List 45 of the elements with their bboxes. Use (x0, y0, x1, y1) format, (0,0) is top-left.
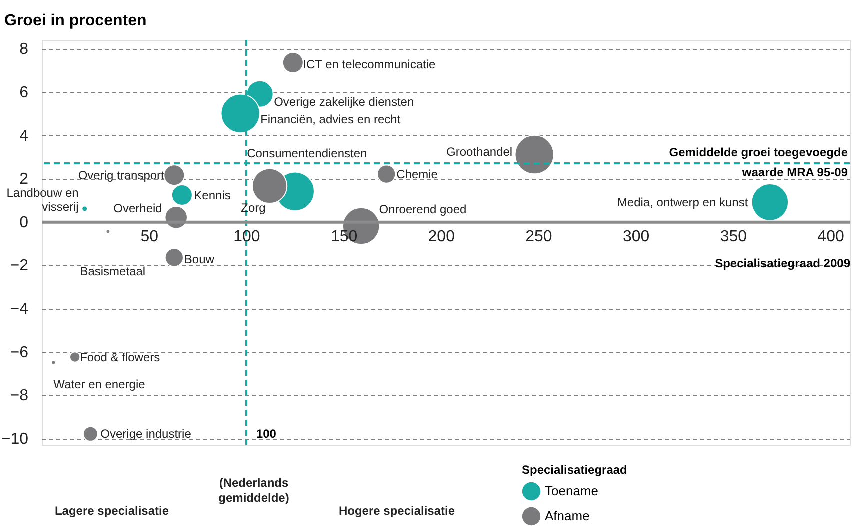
legend-label: Toename (545, 484, 598, 498)
annotation: Overige industrie (100, 427, 192, 442)
y-tick-label: −4 (10, 301, 29, 318)
x-tick-label: 400 (818, 228, 844, 246)
text: (Nederlands gemiddelde) (218, 476, 290, 505)
y-tick-label: −8 (10, 388, 29, 405)
y-tick-label: 6 (20, 84, 29, 102)
y-tick-label: −6 (10, 344, 29, 362)
annotation: Groothandel (446, 144, 513, 159)
annotation: Landbouw en visserij (6, 186, 79, 214)
y-tick-label: 0 (20, 214, 29, 232)
x-tick-label: 250 (526, 228, 552, 246)
annotation: Onroerend goed (379, 202, 467, 216)
annotation: ICT en telecommunicatie (303, 58, 436, 72)
y-tick-label: 2 (20, 171, 29, 188)
ref-line-label: Gemiddelde groei toegevoegde waarde MRA 95-09 (669, 145, 848, 180)
annotation: Basismetaal (80, 264, 146, 279)
annotation: Media, ontwerp en kunst (617, 195, 749, 210)
x-tick-label: 300 (622, 228, 650, 246)
y-tick-label: −10 (1, 431, 29, 448)
annotation: Overheid (114, 202, 162, 216)
annotation: Kennis (194, 188, 231, 202)
y-tick-label: −2 (10, 258, 29, 275)
x-tick-label: 100 (234, 228, 260, 246)
annotation: Zorg (241, 201, 266, 216)
text: Lagere specialisatie (54, 504, 170, 518)
x-tick-label: 50 (140, 228, 159, 246)
annotation: Chemie (396, 167, 438, 182)
text: Hogere specialisatie (338, 504, 456, 518)
annotation: Financiën, advies en recht (260, 112, 402, 127)
x-axis-title: Specialisatiegraad 2009 (715, 256, 851, 270)
annotation: Food & flowers (80, 350, 160, 364)
annotation: Consumentendiensten (247, 146, 368, 161)
x-tick-label: 200 (428, 228, 456, 246)
legend-title: Specialisatiegraad (522, 463, 628, 477)
annotation: Bouw (184, 252, 215, 267)
annotation: Water en energie (54, 378, 146, 392)
annotation: Overige zakelijke diensten (274, 95, 414, 110)
y-tick-label: 4 (20, 128, 29, 145)
annotation: Overig transport (78, 168, 166, 182)
legend-label: Afname (545, 508, 590, 524)
y-axis-title: Groei in procenten (4, 12, 147, 30)
ref-line-label: 100 (256, 427, 277, 441)
y-tick-label: 8 (20, 41, 29, 58)
x-tick-label: 350 (720, 228, 748, 246)
